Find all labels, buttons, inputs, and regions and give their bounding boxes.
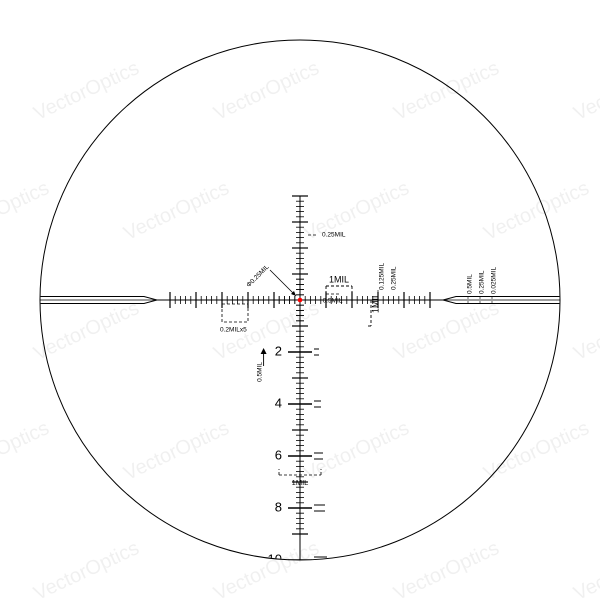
callout-1mil-lower: 1MIL xyxy=(292,478,309,487)
callout-center-dot: Φ0.25MIL xyxy=(245,263,270,288)
callout-post-0p025: 0.025MIL xyxy=(491,267,498,294)
reticle-content: 2468101MIL0.5MIL0.25MIL1MIL0.125MIL0.25M… xyxy=(35,196,565,573)
v-label-2: 2 xyxy=(275,343,282,358)
callout-0p25mil-upper: 0.25MIL xyxy=(322,232,346,239)
reticle-diagram: 2468101MIL0.5MIL0.25MIL1MIL0.125MIL0.25M… xyxy=(0,0,600,600)
callout-subgrid: 0.2MILx5 xyxy=(220,327,247,334)
callout-1mil-h: 1MIL xyxy=(329,274,349,284)
callout-0p25: 0.25MIL xyxy=(391,266,398,290)
v-label-6: 6 xyxy=(275,447,282,462)
callout-1mil-v: 1MIL xyxy=(370,293,380,313)
heavy-post-bottom xyxy=(297,560,304,573)
center-dot xyxy=(298,298,303,303)
callout-post-0p5: 0.5MIL xyxy=(467,274,474,294)
callout-0p5mil-arrow: 0.5MIL xyxy=(256,362,263,382)
callout-subgrid-box xyxy=(222,304,248,322)
v-label-4: 4 xyxy=(275,395,282,410)
callout-0p125: 0.125MIL xyxy=(379,263,386,290)
callout-post-0p25: 0.25MIL xyxy=(479,270,486,294)
v-label-8: 8 xyxy=(275,499,282,514)
callout-0p5mil-h: 0.5MIL xyxy=(323,298,343,305)
